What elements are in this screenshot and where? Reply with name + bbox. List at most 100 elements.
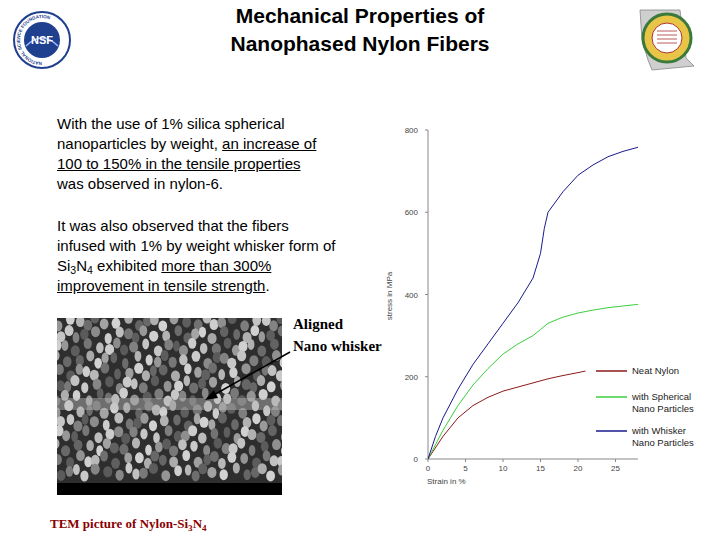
tem-grain bbox=[76, 364, 84, 375]
tem-grain bbox=[66, 318, 75, 325]
title-line: Nanophased Nylon Fibers bbox=[0, 30, 720, 58]
y-tick-label: 200 bbox=[405, 373, 419, 382]
tem-grain bbox=[129, 342, 138, 353]
tem-grain bbox=[116, 327, 124, 338]
logo-left: NSFNATIONAL SCIENCE FOUNDATION bbox=[14, 12, 70, 68]
tem-grain bbox=[57, 350, 60, 361]
tem-grain bbox=[200, 343, 208, 354]
y-tick bbox=[425, 376, 428, 377]
annotation: Nano whisker bbox=[293, 338, 382, 354]
tem-grain bbox=[281, 445, 282, 456]
paragraph-line: infused with 1% by weight whisker form o… bbox=[57, 236, 335, 256]
text-run: nanoparticles by weight, bbox=[57, 135, 222, 152]
tem-grain bbox=[162, 439, 171, 450]
tem-grain bbox=[96, 342, 104, 353]
caption: TEM picture of Nylon-Si3N4 bbox=[50, 516, 207, 532]
tem-grain bbox=[113, 338, 121, 349]
tem-grain bbox=[142, 370, 150, 381]
x-axis bbox=[428, 459, 638, 460]
tem-grain bbox=[170, 318, 179, 324]
tem-grain bbox=[57, 454, 62, 465]
tem-grain bbox=[199, 417, 208, 428]
tem-grain bbox=[135, 452, 144, 463]
tem-grain bbox=[129, 426, 137, 437]
tem-grain bbox=[71, 345, 80, 356]
tem-grain bbox=[249, 445, 256, 456]
logo-text: NSF bbox=[31, 34, 53, 46]
logo-center bbox=[652, 23, 682, 53]
subscript: 3 bbox=[70, 264, 76, 276]
tem-grain bbox=[268, 365, 277, 376]
logo-stripe bbox=[657, 39, 677, 40]
tem-grain bbox=[276, 370, 282, 381]
tem-grain bbox=[178, 439, 187, 450]
tem-grain bbox=[150, 365, 157, 376]
tem-grain bbox=[231, 419, 239, 430]
tem-grain bbox=[65, 325, 74, 336]
tem-grain bbox=[94, 432, 102, 443]
tem-grain bbox=[164, 381, 172, 392]
tem-grain bbox=[122, 358, 128, 369]
tem-grain bbox=[280, 380, 282, 391]
legend-label-line: Nano Particles bbox=[632, 403, 694, 414]
tem-grain bbox=[218, 413, 227, 424]
tem-grain bbox=[175, 325, 183, 336]
x-tick-label: 20 bbox=[574, 464, 583, 473]
tem-grain bbox=[124, 328, 133, 339]
tem-grain bbox=[57, 364, 64, 375]
tem-grain bbox=[228, 318, 237, 324]
tem-grain bbox=[57, 416, 65, 427]
tem-grain bbox=[110, 442, 119, 453]
tem-grain bbox=[237, 350, 246, 361]
legend-swatch bbox=[596, 370, 627, 372]
series-lines bbox=[428, 147, 638, 459]
legend: Neat Nylonwith SphericalNano Particleswi… bbox=[596, 365, 694, 448]
y-tick-label: 400 bbox=[405, 291, 419, 300]
paragraph-line: With the use of 1% silica spherical bbox=[57, 114, 316, 134]
tem-grain bbox=[140, 428, 147, 439]
series-line bbox=[428, 371, 586, 459]
tem-grain bbox=[281, 431, 282, 442]
tem-grain bbox=[208, 333, 217, 344]
paragraph-line: was observed in nylon-6. bbox=[57, 174, 316, 194]
tem-grain bbox=[227, 358, 236, 369]
tem-grain bbox=[267, 415, 276, 426]
x-tick-label: 5 bbox=[463, 464, 468, 473]
tem-grain bbox=[80, 470, 88, 481]
tem-grain bbox=[139, 468, 148, 479]
legend-label: with WhiskerNano Particles bbox=[631, 425, 694, 448]
tem-grain bbox=[182, 450, 190, 461]
x-tick bbox=[615, 459, 616, 462]
title-line: Mechanical Properties of bbox=[0, 2, 720, 30]
tem-grain bbox=[140, 413, 148, 424]
tem-grain bbox=[194, 413, 201, 424]
tem-grain bbox=[169, 445, 178, 456]
tem-grain bbox=[149, 331, 158, 342]
tem-grain bbox=[100, 451, 108, 462]
tem-grain bbox=[67, 414, 75, 425]
tem-grain bbox=[173, 341, 180, 352]
legend-label-line: Nano Particles bbox=[632, 437, 694, 448]
x-tick-label: 0 bbox=[426, 464, 431, 473]
logo-ring bbox=[643, 14, 691, 62]
tem-grain bbox=[159, 455, 167, 466]
tem-grain bbox=[135, 351, 142, 362]
y-tick bbox=[425, 212, 428, 213]
tem-grain bbox=[227, 452, 236, 463]
tem-grain bbox=[211, 428, 219, 439]
text-run: . bbox=[265, 277, 269, 294]
tem-grain bbox=[139, 325, 147, 336]
tem-grain bbox=[220, 469, 228, 480]
tem-grain bbox=[252, 318, 261, 326]
y-tick-label: 800 bbox=[405, 126, 419, 135]
paragraph: It was also observed that the fibersinfu… bbox=[57, 216, 335, 296]
paragraph-line: improvement in tensile strength. bbox=[57, 276, 335, 296]
tem-grain bbox=[210, 319, 219, 330]
tem-grain bbox=[192, 470, 200, 481]
tem-grain bbox=[249, 355, 258, 366]
tem-grain bbox=[192, 351, 201, 362]
tem-background bbox=[57, 318, 282, 495]
tem-grain bbox=[91, 464, 100, 475]
tem-band bbox=[57, 398, 282, 410]
text-run: N bbox=[76, 257, 87, 274]
